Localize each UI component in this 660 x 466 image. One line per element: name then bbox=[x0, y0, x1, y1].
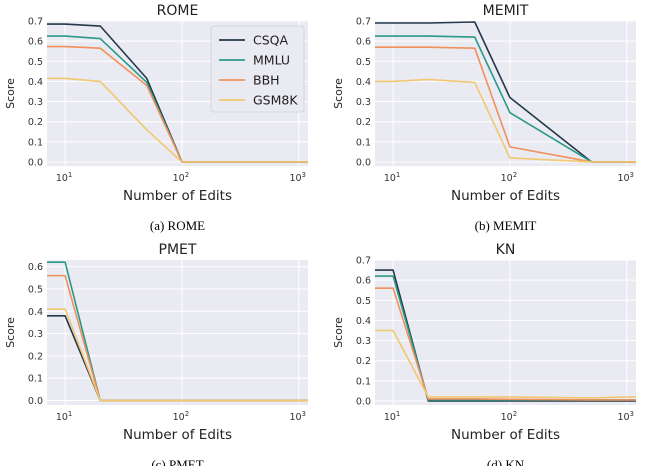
y-axis-label: Score bbox=[332, 78, 345, 109]
chart-panel-1: 0.0 0.1 0.2 0.3 0.4 0.5 0.6 0.7 101 102 103 ROME Num… bbox=[4, 3, 308, 233]
x-tick-label: 102 bbox=[173, 410, 190, 423]
y-tick-label: 0.2 bbox=[356, 356, 371, 367]
x-tick-label: 101 bbox=[56, 410, 73, 423]
y-tick-label: 0.6 bbox=[28, 37, 43, 48]
y-tick-label: 0.0 bbox=[28, 157, 43, 168]
legend-label: BBH bbox=[253, 73, 280, 88]
y-tick-label: 0.1 bbox=[356, 137, 371, 148]
y-tick-label: 0.1 bbox=[356, 376, 371, 387]
chart-title: KN bbox=[496, 242, 516, 258]
y-tick-label: 0.5 bbox=[356, 296, 371, 307]
panel-caption: (c) PMET bbox=[151, 457, 203, 466]
x-axis-label: Number of Edits bbox=[451, 188, 560, 204]
y-tick-label: 0.2 bbox=[28, 117, 43, 128]
y-tick-label: 0.4 bbox=[28, 77, 43, 88]
x-tick-label: 102 bbox=[173, 171, 190, 184]
legend-label: GSM8K bbox=[253, 93, 298, 108]
y-tick-label: 0.3 bbox=[356, 97, 371, 108]
legend-box bbox=[210, 25, 305, 113]
x-axis-label: Number of Edits bbox=[451, 427, 560, 443]
x-tick-label: 103 bbox=[617, 410, 634, 423]
chart-title: ROME bbox=[157, 3, 199, 19]
y-tick-label: 0.1 bbox=[28, 137, 43, 148]
panel-caption: (a) ROME bbox=[150, 218, 205, 233]
y-axis-label: Score bbox=[4, 317, 17, 348]
y-axis-label: Score bbox=[332, 317, 345, 348]
y-tick-label: 0.6 bbox=[356, 276, 371, 287]
chart-panel-2: 0.0 0.1 0.2 0.3 0.4 0.5 0.6 0.7 101 102 103 MEMIT Nu… bbox=[332, 3, 636, 233]
y-tick-label: 0.4 bbox=[28, 307, 43, 318]
y-tick-label: 0.0 bbox=[28, 396, 43, 407]
y-tick-label: 0.3 bbox=[28, 97, 43, 108]
y-tick-label: 0.5 bbox=[28, 285, 43, 296]
legend: CSQA MMLU BBH GSM8K bbox=[210, 25, 305, 113]
x-tick-label: 101 bbox=[384, 171, 401, 184]
y-tick-label: 0.5 bbox=[356, 57, 371, 68]
x-axis-label: Number of Edits bbox=[123, 427, 232, 443]
y-tick-label: 0.6 bbox=[356, 37, 371, 48]
panel-caption: (d) KN bbox=[487, 457, 525, 466]
legend-label: CSQA bbox=[253, 33, 289, 48]
series-line-gsm8k bbox=[47, 308, 308, 402]
y-tick-label: 0.7 bbox=[356, 256, 371, 267]
y-tick-label: 0.7 bbox=[28, 17, 43, 28]
y-tick-label: 0.0 bbox=[356, 157, 371, 168]
series-line-csqa bbox=[375, 269, 636, 402]
chart-panel-3: 0.0 0.1 0.2 0.3 0.4 0.5 0.6 101 102 103 PMET Number… bbox=[4, 242, 308, 466]
chart-title: PMET bbox=[159, 242, 197, 258]
y-tick-label: 0.5 bbox=[28, 57, 43, 68]
series-line-gsm8k bbox=[375, 78, 636, 163]
y-tick-label: 0.0 bbox=[356, 396, 371, 407]
series-line-gsm8k bbox=[47, 77, 308, 163]
legend-label: MMLU bbox=[253, 53, 290, 68]
x-tick-label: 102 bbox=[501, 410, 518, 423]
y-tick-label: 0.3 bbox=[356, 336, 371, 347]
x-tick-label: 103 bbox=[289, 171, 306, 184]
plot-background bbox=[375, 21, 636, 166]
y-tick-label: 0.6 bbox=[28, 262, 43, 273]
y-axis-label: Score bbox=[4, 78, 17, 109]
x-tick-label: 103 bbox=[289, 410, 306, 423]
x-tick-label: 101 bbox=[56, 171, 73, 184]
panel-caption: (b) MEMIT bbox=[475, 218, 537, 233]
x-axis-label: Number of Edits bbox=[123, 188, 232, 204]
series-line-gsm8k bbox=[375, 329, 636, 399]
y-tick-label: 0.4 bbox=[356, 316, 371, 327]
x-tick-label: 103 bbox=[617, 171, 634, 184]
chart-title: MEMIT bbox=[483, 3, 529, 19]
x-tick-label: 102 bbox=[501, 171, 518, 184]
y-tick-label: 0.2 bbox=[28, 351, 43, 362]
plot-background bbox=[375, 260, 636, 405]
y-tick-label: 0.1 bbox=[28, 374, 43, 385]
x-tick-label: 101 bbox=[384, 410, 401, 423]
y-tick-label: 0.3 bbox=[28, 329, 43, 340]
y-tick-label: 0.7 bbox=[356, 17, 371, 28]
plot-background bbox=[47, 260, 308, 405]
y-tick-label: 0.2 bbox=[356, 117, 371, 128]
series-line-bbh bbox=[375, 287, 636, 401]
chart-panel-4: 0.0 0.1 0.2 0.3 0.4 0.5 0.6 0.7 101 102 103 KN Numbe… bbox=[332, 242, 636, 466]
y-tick-label: 0.4 bbox=[356, 77, 371, 88]
